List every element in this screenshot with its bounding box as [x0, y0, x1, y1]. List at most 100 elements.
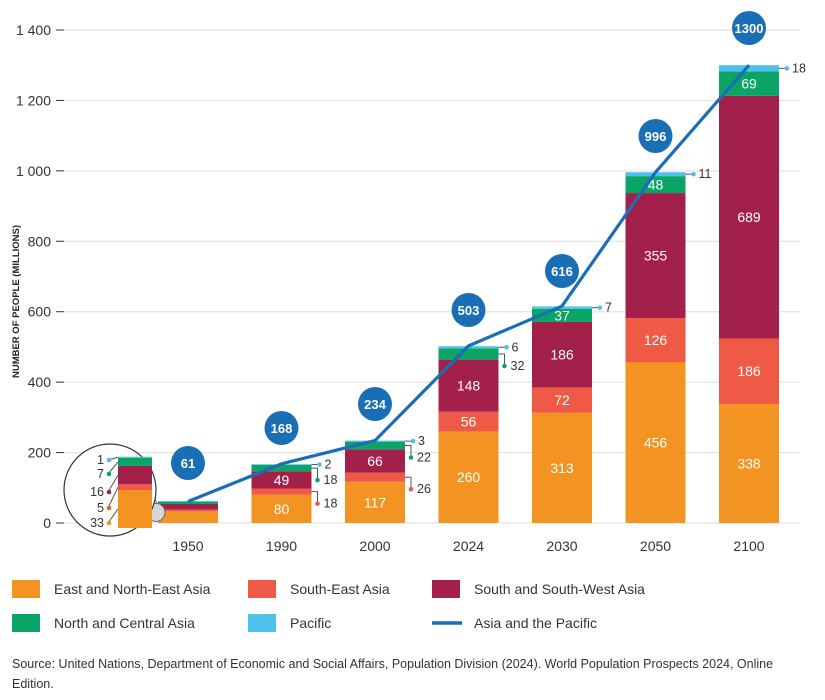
callout-label-pacific: 18: [792, 61, 806, 75]
total-bubble-label: 503: [458, 303, 480, 318]
bar-segment-southeast: [251, 488, 312, 495]
segment-label-south: 66: [367, 453, 383, 469]
bar-segment-south: [345, 449, 405, 473]
bar-segment-north: [625, 176, 686, 194]
legend-label: South and South-West Asia: [474, 581, 645, 597]
bar-segment-south: [625, 193, 686, 319]
callout-dot-pacific: [784, 66, 790, 71]
bar-segment-pacific: [719, 65, 779, 72]
legend-swatch-southeast: [248, 580, 276, 598]
total-bubble-label: 616: [551, 264, 573, 279]
bar-segment-north: [719, 71, 779, 96]
x-tick-label: 2000: [359, 538, 390, 554]
segment-label-south: 148: [457, 378, 481, 394]
bar-segment-east: [345, 481, 405, 523]
x-tick-label: 1990: [266, 538, 297, 554]
legend-label: South-East Asia: [290, 581, 390, 597]
bar-segment-east: [438, 431, 499, 523]
bar-segment-east: [532, 412, 592, 523]
y-tick-label: 800: [28, 233, 52, 249]
segment-label-east: 456: [644, 435, 668, 451]
callout-leader-southeast: [311, 491, 318, 504]
total-bubble: [545, 254, 579, 288]
zoom-segment-southeast: [118, 484, 152, 491]
callout-label-pacific: 7: [605, 301, 612, 315]
zoom-label-pacific: 1: [97, 453, 104, 467]
callout-label-north: 32: [511, 359, 525, 373]
segment-label-southeast: 126: [644, 332, 668, 348]
legend-swatch-north: [12, 614, 40, 632]
x-tick-label: 2024: [453, 538, 484, 554]
callout-dot-north: [315, 477, 320, 483]
segment-label-north: 37: [554, 307, 570, 323]
segment-label-south: 355: [644, 248, 668, 264]
zoom-dot-north: [106, 471, 112, 477]
callout-dot-southeast: [408, 486, 414, 492]
legend-swatch-south: [432, 580, 460, 598]
zoom-segment-east: [118, 490, 152, 528]
legend-swatch-pacific: [248, 614, 276, 632]
source-note: Source: United Nations, Department of Ec…: [12, 657, 774, 691]
legend-label: North and Central Asia: [54, 615, 195, 631]
legend-label: Asia and the Pacific: [474, 615, 597, 631]
bar-segment-southeast: [438, 411, 499, 432]
total-bubble: [358, 387, 392, 421]
legend-swatch-east: [12, 580, 40, 598]
callout-label-north: 18: [324, 473, 338, 487]
bar-segment-south: [719, 95, 779, 339]
x-tick-label: 1950: [172, 538, 203, 554]
total-bubble-label: 168: [271, 421, 293, 436]
segment-label-south: 49: [274, 472, 290, 488]
zoom-label-north: 7: [97, 467, 104, 481]
y-tick-label: 600: [28, 304, 52, 320]
legend-label: Pacific: [290, 615, 331, 631]
zoom-dot-east: [106, 520, 112, 526]
zoom-leader-south: [107, 474, 119, 493]
callout-label-pacific: 3: [418, 434, 425, 448]
y-tick-label: 1 000: [16, 163, 51, 179]
total-bubble-label: 234: [364, 397, 386, 412]
callout-dot-north: [408, 455, 414, 460]
segment-label-southeast: 56: [461, 414, 477, 430]
x-tick-label: 2100: [733, 538, 764, 554]
segment-label-north: 69: [741, 76, 757, 92]
callout-dot-southeast: [315, 501, 320, 506]
callout-leader-north: [498, 353, 505, 366]
zoom-segment-north: [118, 457, 152, 466]
zoom-dot-southeast: [106, 505, 112, 511]
total-bubble-label: 61: [181, 456, 195, 471]
callout-dot-pacific: [504, 344, 509, 350]
zoom-segment-south: [118, 465, 152, 485]
segment-label-east: 313: [550, 460, 574, 476]
zoom-segment-pacific: [118, 456, 152, 458]
bar-segment-southeast: [532, 387, 592, 413]
total-bubble-label: 1300: [735, 21, 764, 36]
x-tick-label: 2030: [546, 538, 577, 554]
segment-label-east: 80: [274, 501, 290, 517]
bar-segment-north: [251, 464, 312, 472]
total-bubble-label: 996: [645, 129, 667, 144]
zoom-label-southeast: 5: [97, 501, 104, 515]
segment-label-southeast: 186: [737, 363, 761, 379]
y-axis-title: NUMBER OF PEOPLE (MILLIONS): [11, 225, 22, 378]
segment-label-north: 48: [648, 177, 664, 193]
bar-segment-southeast: [345, 472, 405, 482]
callout-dot-north: [502, 363, 507, 369]
bar-segment-north: [158, 501, 218, 504]
segment-label-east: 338: [737, 455, 761, 471]
total-line: [187, 64, 751, 504]
bar-segment-east: [251, 494, 312, 523]
segment-label-east: 260: [457, 469, 481, 485]
bar-segment-south: [251, 471, 312, 489]
y-tick-label: 200: [28, 445, 52, 461]
callout-dot-pacific: [410, 438, 416, 444]
callout-leader-north: [405, 445, 412, 458]
callout-label-southeast: 26: [417, 482, 431, 496]
callout-leader-southeast: [405, 476, 412, 490]
segment-label-east: 117: [364, 494, 387, 510]
total-bubble: [638, 119, 673, 153]
y-tick-label: 400: [28, 374, 52, 390]
y-tick-label: 0: [43, 515, 51, 531]
bar-segment-southeast: [625, 318, 686, 363]
population-chart: NUMBER OF PEOPLE (MILLIONS) 0 200 400 600 800…: [11, 11, 806, 632]
